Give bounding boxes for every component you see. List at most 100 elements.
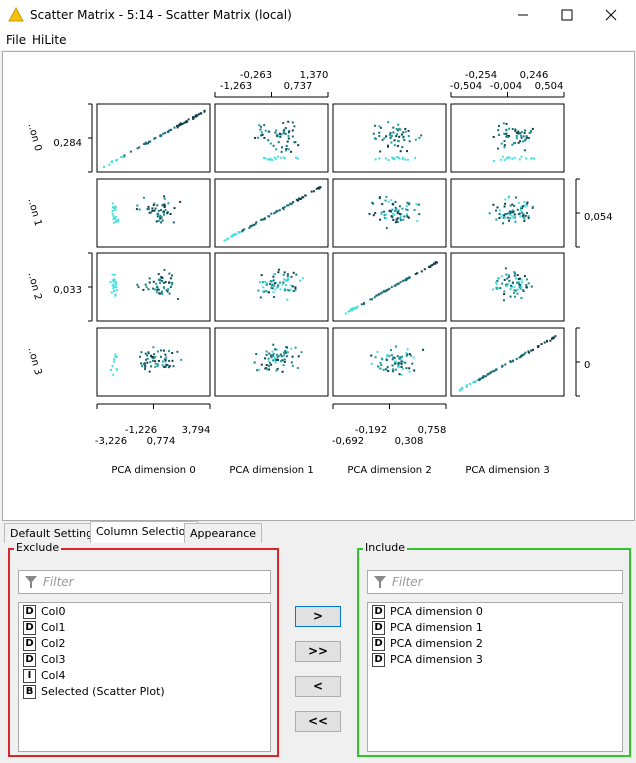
list-item[interactable]: D Col1 [23, 620, 65, 636]
scatter-point [286, 275, 289, 278]
filter-placeholder: Filter [392, 575, 423, 589]
tab[interactable]: Default Settings [4, 523, 105, 543]
scatter-point [274, 361, 277, 364]
scatter-point [268, 291, 270, 294]
scatter-point [113, 216, 116, 219]
scatter-point [520, 278, 523, 281]
scatter-point [520, 286, 523, 289]
scatter-point [281, 359, 284, 362]
move-button[interactable]: << [295, 711, 341, 732]
scatter-point [275, 129, 278, 132]
scatter-point [268, 158, 271, 161]
scatter-point [385, 368, 388, 371]
move-button[interactable]: > [295, 606, 341, 627]
scatter-point [135, 208, 138, 211]
scatter-point [507, 282, 510, 285]
list-item[interactable]: D Col0 [23, 604, 65, 620]
scatter-point [509, 288, 512, 291]
scatter-point [495, 281, 497, 284]
scatter-point [408, 140, 411, 143]
scatter-point [263, 217, 266, 220]
scatter-point [161, 292, 164, 295]
scatter-point [390, 354, 393, 357]
move-button[interactable]: >> [295, 641, 341, 662]
list-item[interactable]: D PCA dimension 2 [372, 636, 483, 652]
scatter-point [508, 275, 511, 278]
scatter-point [398, 135, 401, 138]
scatter-point [524, 138, 527, 141]
scatter-point [297, 355, 300, 358]
filter-input[interactable]: Filter [18, 570, 271, 594]
scatter-point [385, 135, 388, 138]
scatter-point [360, 303, 363, 306]
scatter-point [388, 355, 391, 358]
scatter-point [474, 381, 477, 384]
scatter-point [501, 364, 504, 367]
scatter-point [458, 388, 461, 391]
scatter-point [523, 131, 526, 134]
scatter-point [274, 348, 277, 351]
scatter-point [527, 215, 530, 218]
scatter-point [138, 208, 141, 211]
scatter-point [282, 273, 285, 276]
scatter-point [268, 368, 271, 371]
scatter-point [291, 121, 294, 124]
scatter-point [516, 281, 518, 284]
scatter-point [152, 287, 155, 290]
tab-active[interactable]: Column Selection [90, 521, 199, 543]
filter-input[interactable]: Filter [367, 570, 623, 594]
scatter-point [262, 218, 265, 221]
scatter-point [520, 205, 523, 208]
menu-item[interactable]: File [6, 33, 27, 47]
scatter-point [157, 278, 160, 281]
filter-placeholder: Filter [43, 575, 74, 589]
scatter-point [110, 369, 112, 371]
scatter-point [113, 360, 116, 363]
scatter-point [296, 157, 299, 160]
scatter-point [400, 360, 403, 363]
list-item[interactable]: D Col2 [23, 636, 65, 652]
tab[interactable]: Appearance [184, 523, 263, 543]
scatter-point [415, 203, 418, 206]
scatter-point [518, 283, 521, 286]
list-item[interactable]: D PCA dimension 1 [372, 620, 483, 636]
row-label: ..on 1 [25, 197, 43, 227]
scatter-point [505, 283, 508, 286]
scatter-point [433, 262, 436, 265]
scatter-point [399, 356, 402, 359]
scatter-point [145, 358, 147, 361]
scatter-point [503, 144, 506, 147]
scatter-point [168, 350, 170, 353]
scatter-point [401, 279, 404, 282]
list-item[interactable]: D PCA dimension 0 [372, 604, 483, 620]
menu-item[interactable]: HiLite [32, 33, 67, 47]
list-item[interactable]: D PCA dimension 3 [372, 652, 483, 668]
scatter-point [265, 283, 268, 286]
scatter-point [260, 274, 263, 277]
item-name: Col3 [41, 653, 66, 666]
scatter-point [254, 137, 257, 139]
scatter-point [116, 368, 118, 371]
scatter-point [237, 231, 240, 233]
scatter-point [396, 220, 399, 223]
scatter-point [411, 362, 414, 365]
scatter-point [428, 265, 431, 268]
scatter-point [383, 217, 386, 219]
scatter-point [518, 158, 521, 161]
scatter-point [177, 298, 179, 300]
list-item[interactable]: I Col4 [23, 668, 65, 684]
scatter-point [184, 121, 187, 124]
scatter-point [277, 271, 280, 274]
window-controls[interactable] [500, 0, 636, 30]
list-item[interactable]: B Selected (Scatter Plot) [23, 684, 165, 700]
scatter-point [168, 129, 171, 132]
list-item[interactable]: D Col3 [23, 652, 65, 668]
scatter-point [288, 130, 291, 132]
scatter-point [410, 354, 413, 357]
scatter-point [517, 141, 520, 144]
scatter-point [163, 203, 166, 206]
scatter-point [518, 285, 521, 288]
move-button[interactable]: < [295, 676, 341, 697]
scatter-point [156, 204, 159, 207]
scatter-point [163, 206, 166, 208]
